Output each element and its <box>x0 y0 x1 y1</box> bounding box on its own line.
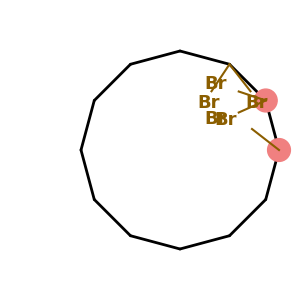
Text: Br: Br <box>204 110 227 128</box>
Circle shape <box>268 139 290 161</box>
Text: Br: Br <box>197 94 220 112</box>
Text: Br: Br <box>204 75 227 93</box>
Text: Br: Br <box>214 111 237 129</box>
Circle shape <box>254 89 277 112</box>
Text: Br: Br <box>245 94 268 112</box>
